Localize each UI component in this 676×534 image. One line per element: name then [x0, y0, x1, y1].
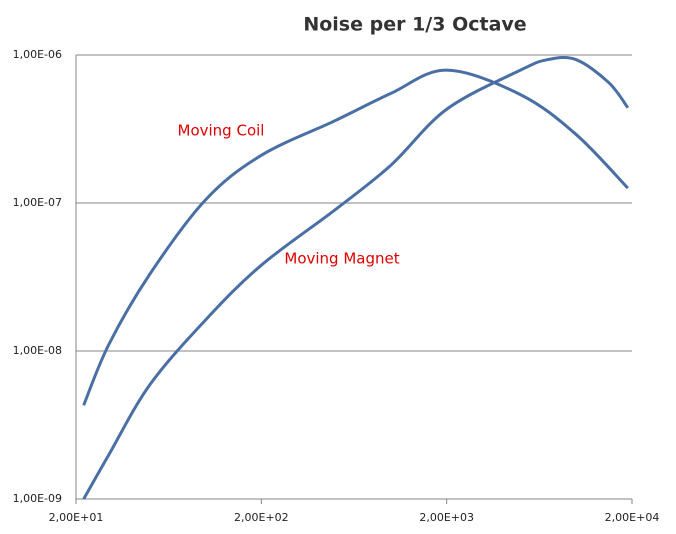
y-tick-label: 1,00E-06 — [13, 48, 62, 61]
y-tick-label: 1,00E-08 — [13, 344, 62, 357]
x-tick-label: 2,00E+03 — [419, 511, 474, 524]
x-tick-label: 2,00E+02 — [234, 511, 289, 524]
y-tick-label: 1,00E-09 — [13, 492, 62, 505]
y-tick-label: 1,00E-07 — [13, 196, 62, 209]
series-line — [82, 68, 629, 406]
series-line — [82, 56, 630, 500]
chart-title: Noise per 1/3 Octave — [303, 14, 526, 36]
series-label: Moving Coil — [178, 122, 265, 140]
x-tick-label: 2,00E+01 — [49, 511, 104, 524]
x-tick-label: 2,00E+04 — [605, 511, 660, 524]
series-label: Moving Magnet — [284, 250, 399, 268]
